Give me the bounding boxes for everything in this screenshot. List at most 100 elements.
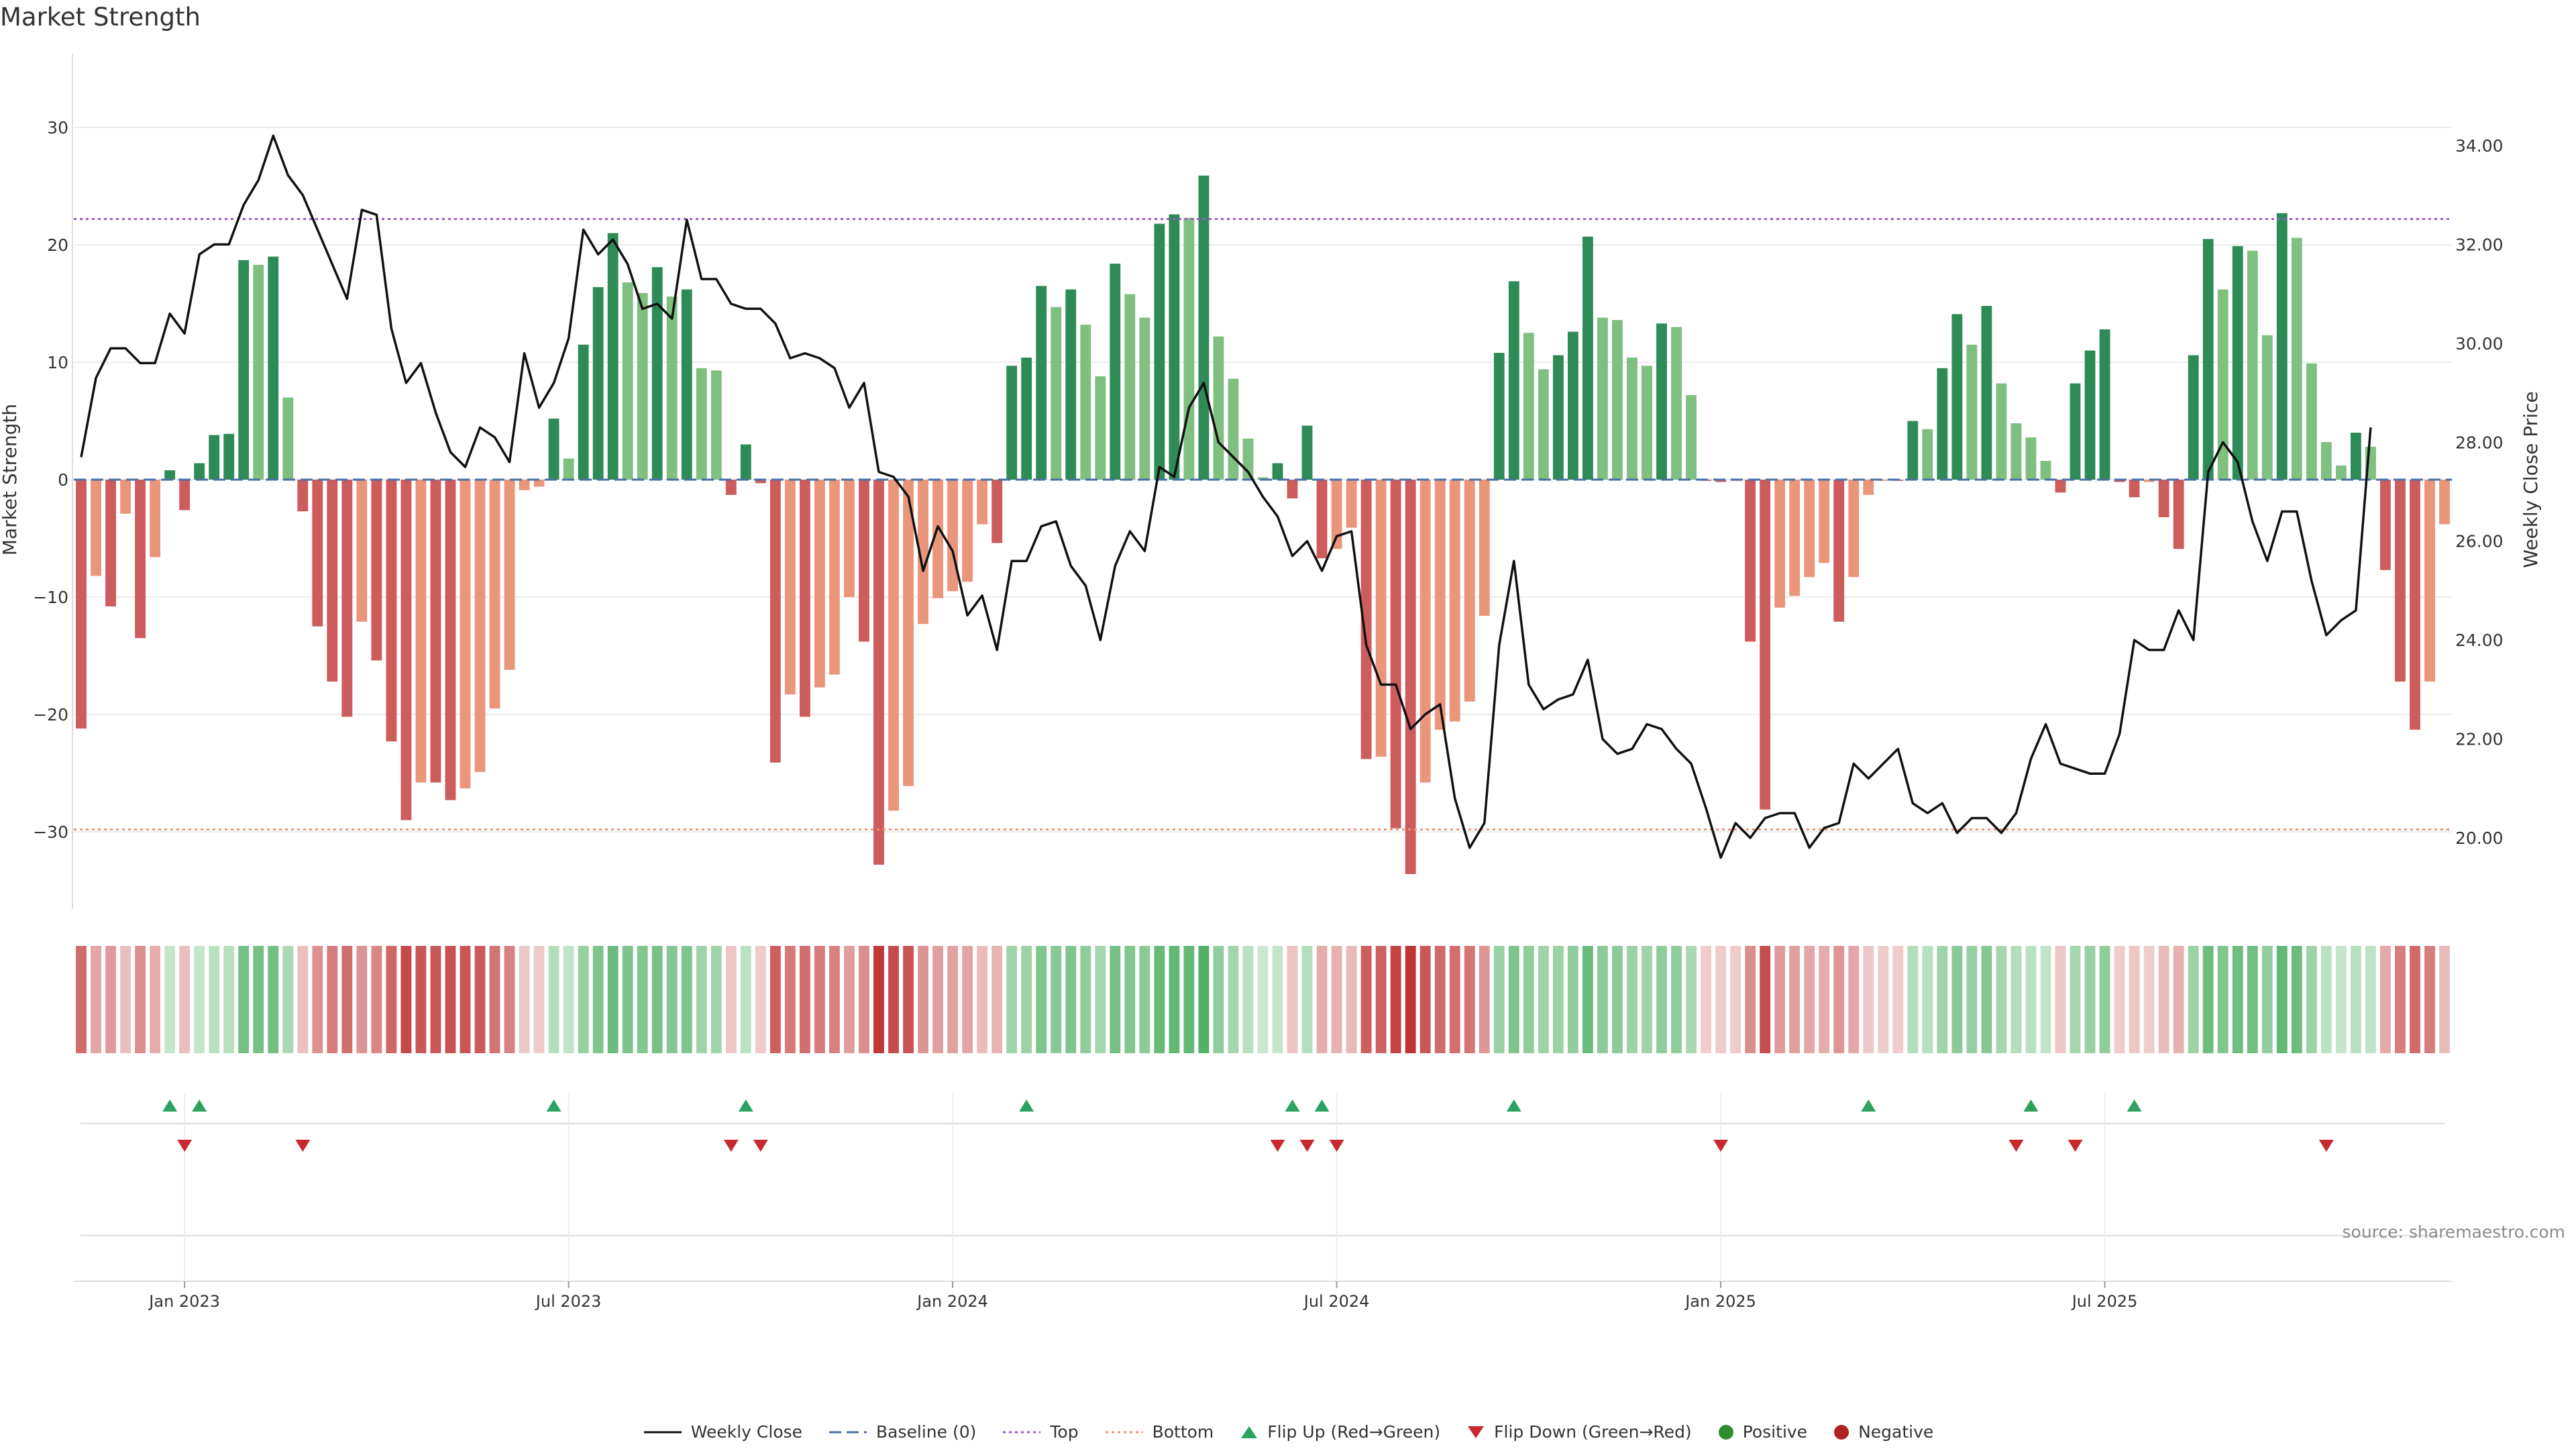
legend-item-flip-up: Flip Up (Red→Green)	[1239, 1422, 1440, 1442]
strength-bar	[2276, 213, 2288, 480]
strength-bar	[238, 260, 250, 480]
heat-cell	[1110, 946, 1121, 1053]
flip-up-marker	[1019, 1099, 1034, 1112]
flip-down-marker	[2068, 1140, 2083, 1152]
legend-label-positive: Positive	[1742, 1422, 1808, 1442]
strength-bar	[1390, 480, 1401, 828]
flip-down-marker	[1329, 1140, 1344, 1152]
y-tick-label-right: 34.00	[2455, 136, 2504, 156]
x-tick-label: Jan 2024	[916, 1292, 988, 1311]
heat-cell	[725, 946, 737, 1053]
strength-bar	[386, 480, 397, 742]
y-tick-label-right: 28.00	[2455, 433, 2504, 452]
heat-cell	[1878, 946, 1889, 1053]
heat-cell	[1124, 946, 1136, 1053]
heat-cell	[1863, 946, 1874, 1053]
strength-bar	[1036, 286, 1047, 480]
heat-cell	[282, 946, 294, 1053]
strength-bar	[1124, 294, 1136, 480]
legend-item-baseline: Baseline (0)	[828, 1422, 976, 1442]
heat-cell	[1419, 946, 1431, 1053]
heat-cell	[2350, 946, 2361, 1053]
strength-bar	[1996, 383, 2007, 480]
strength-bar	[371, 480, 382, 661]
heat-cell	[415, 946, 427, 1053]
strength-bar	[1819, 480, 1830, 564]
strength-bar	[637, 292, 648, 480]
strength-bar	[666, 297, 678, 480]
legend-item-flip-down: Flip Down (Green→Red)	[1466, 1422, 1692, 1442]
strength-bar	[356, 480, 368, 622]
flip-down-marker	[1270, 1140, 1285, 1152]
strength-bar	[622, 282, 633, 480]
strength-bar	[1479, 480, 1490, 616]
heat-cell	[2173, 946, 2184, 1053]
flip-up-marker	[192, 1099, 207, 1112]
heat-cell	[164, 946, 176, 1053]
heat-cell	[105, 946, 116, 1053]
legend-item-negative: Negative	[1833, 1422, 1933, 1442]
heat-cell	[253, 946, 264, 1053]
heat-cell	[445, 946, 456, 1053]
triangle-down-icon	[1468, 1426, 1485, 1438]
heat-cell	[341, 946, 353, 1053]
heat-cell	[2202, 946, 2214, 1053]
heat-cell	[1627, 946, 1638, 1053]
strength-bar	[1272, 463, 1283, 480]
heat-cell	[1745, 946, 1756, 1053]
heat-cell	[637, 946, 648, 1053]
strength-bar	[1154, 223, 1165, 480]
flip-down-marker	[753, 1140, 768, 1152]
heat-cell	[1169, 946, 1180, 1053]
heat-cell	[1892, 946, 1904, 1053]
legend-label-flip-down: Flip Down (Green→Red)	[1494, 1422, 1692, 1442]
strength-bar	[859, 480, 869, 642]
flip-down-marker	[1299, 1140, 1315, 1152]
strength-bar	[2025, 437, 2037, 480]
heat-cell	[2040, 946, 2051, 1053]
strength-bar	[1169, 214, 1180, 480]
strength-bar	[415, 480, 427, 783]
heat-cell	[1434, 946, 1446, 1053]
strength-bar	[814, 480, 825, 688]
heat-cell	[2424, 946, 2435, 1053]
heat-cell	[2010, 946, 2022, 1053]
x-tick-label: Jul 2025	[2071, 1292, 2138, 1311]
strength-bar	[725, 480, 737, 495]
strength-bar	[740, 444, 751, 480]
heat-cell	[2070, 946, 2081, 1053]
strength-bar	[681, 289, 692, 480]
strength-bar	[400, 480, 412, 820]
heat-cell	[489, 946, 500, 1053]
heat-cell	[666, 946, 678, 1053]
heat-cell	[1833, 946, 1845, 1053]
heat-cell	[1538, 946, 1549, 1053]
heat-cell	[2114, 946, 2125, 1053]
strength-bar	[1139, 317, 1150, 480]
heat-cell	[888, 946, 899, 1053]
strength-bar	[563, 458, 574, 480]
legend-dotted-icon	[1105, 1431, 1143, 1433]
strength-bar	[91, 480, 101, 576]
x-tick-label: Jul 2023	[535, 1292, 602, 1311]
heat-cell	[1671, 946, 1682, 1053]
strength-bar	[2070, 383, 2081, 480]
heat-cell	[563, 946, 574, 1053]
strength-bar	[2306, 363, 2317, 480]
heat-cell	[356, 946, 368, 1053]
heat-cell	[1242, 946, 1254, 1053]
strength-bar	[977, 480, 988, 525]
strength-bar	[1937, 368, 1948, 480]
strength-bar	[282, 397, 294, 480]
heat-cell	[977, 946, 988, 1053]
strength-bar	[1612, 320, 1623, 480]
strength-bar	[607, 233, 619, 480]
heat-cell	[2335, 946, 2347, 1053]
strength-bar	[1095, 376, 1106, 480]
heat-cell	[1183, 946, 1195, 1053]
heat-cell	[2143, 946, 2155, 1053]
flip-up-marker	[1861, 1099, 1876, 1112]
heat-cell	[947, 946, 959, 1053]
heat-cell	[268, 946, 279, 1053]
